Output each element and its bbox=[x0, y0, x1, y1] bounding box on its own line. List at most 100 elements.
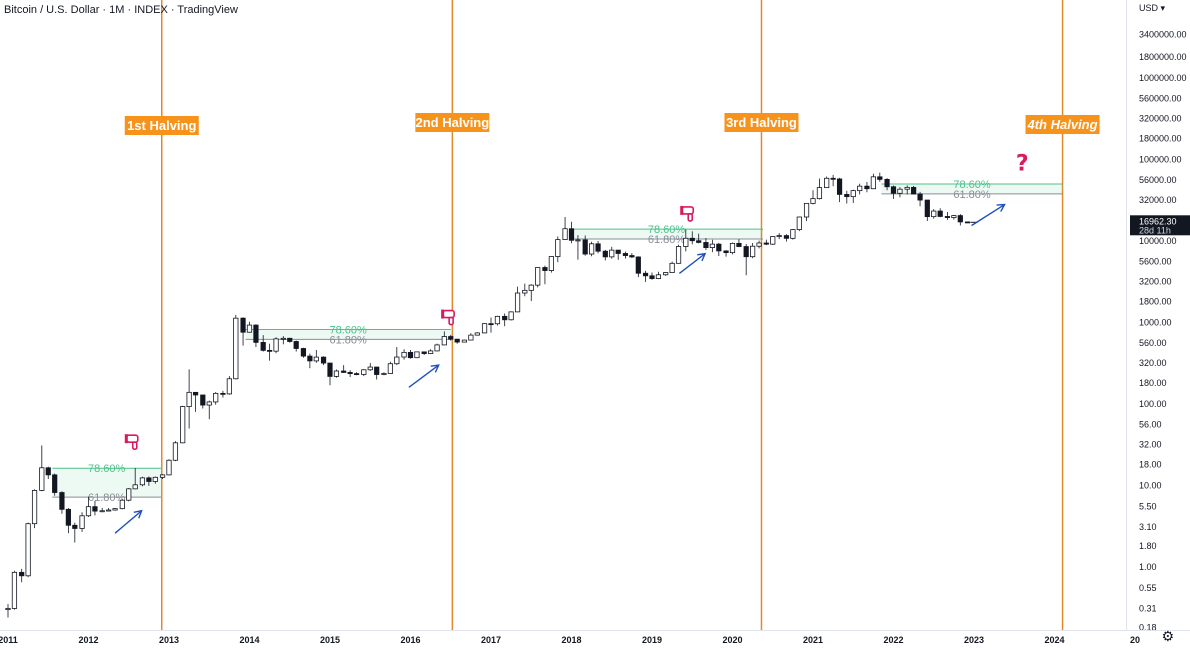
trend-arrow-head bbox=[996, 203, 1006, 212]
candle-up bbox=[79, 515, 85, 529]
candle-down bbox=[448, 336, 454, 340]
candle-down bbox=[743, 246, 749, 258]
hand-palm bbox=[442, 309, 455, 319]
halving-label: 2nd Halving bbox=[416, 115, 490, 130]
candle-down bbox=[924, 199, 930, 218]
price-tick-label: 5.50 bbox=[1139, 502, 1157, 512]
trend-arrow-head bbox=[697, 252, 707, 262]
trend-arrow bbox=[114, 510, 143, 534]
candle-down bbox=[917, 193, 923, 201]
hand-palm bbox=[681, 206, 695, 215]
candle-down bbox=[488, 323, 494, 326]
candle-up bbox=[206, 401, 212, 406]
currency-label[interactable]: USD ▾ bbox=[1139, 3, 1166, 13]
candle-down bbox=[502, 315, 508, 321]
candle-down bbox=[703, 242, 709, 248]
fib-786-label: 78.60% bbox=[329, 325, 367, 337]
candle-up bbox=[609, 249, 615, 258]
candle-up bbox=[655, 274, 662, 279]
candle-down bbox=[689, 237, 695, 242]
trend-arrow-head bbox=[430, 364, 440, 373]
candle-up bbox=[401, 351, 407, 358]
trend-arrow bbox=[971, 203, 1005, 227]
candle-down bbox=[964, 221, 971, 224]
candle-down bbox=[836, 178, 843, 195]
hand-palm bbox=[125, 434, 139, 443]
hand-cuff bbox=[680, 205, 684, 215]
candle-down bbox=[716, 243, 722, 252]
candle-down bbox=[635, 256, 641, 274]
candle-down bbox=[293, 341, 299, 349]
fib-618-label: 61.80% bbox=[648, 234, 686, 246]
price-tick-label: 180000.00 bbox=[1139, 134, 1182, 144]
candle-up bbox=[11, 571, 18, 609]
price-tick-label: 320000.00 bbox=[1139, 113, 1182, 123]
pink-hand-pointing-down-icon bbox=[441, 309, 455, 326]
candle-up bbox=[683, 237, 689, 247]
candle-up bbox=[675, 246, 682, 264]
candle-up bbox=[5, 608, 11, 611]
candle-up bbox=[31, 490, 38, 525]
candle-down bbox=[622, 253, 629, 256]
candle-up bbox=[233, 317, 239, 380]
candle-down bbox=[407, 351, 414, 359]
candle-down bbox=[307, 355, 313, 362]
candle-up bbox=[575, 239, 581, 242]
candle-up bbox=[139, 477, 146, 486]
fib-786-label: 78.60% bbox=[88, 463, 126, 475]
price-tick-label: 0.18 bbox=[1139, 623, 1157, 633]
halving-label-bg bbox=[124, 116, 199, 135]
candle-down bbox=[146, 477, 152, 482]
candle-down bbox=[200, 394, 206, 406]
candle-down bbox=[542, 267, 548, 271]
time-tick-label: 2020 bbox=[722, 635, 742, 645]
fib-618-label: 61.80% bbox=[953, 189, 991, 201]
candle-up bbox=[548, 256, 554, 271]
candle-down bbox=[582, 239, 588, 255]
candle-up bbox=[750, 245, 756, 258]
candle-down bbox=[192, 391, 199, 396]
candle-down bbox=[568, 228, 575, 241]
candle-down bbox=[890, 186, 897, 194]
candle-up bbox=[39, 467, 45, 491]
candle-down bbox=[59, 492, 65, 510]
time-tick-label: 2012 bbox=[78, 635, 98, 645]
candle-up bbox=[816, 187, 823, 200]
candle-up bbox=[824, 177, 830, 189]
candle-up bbox=[790, 229, 796, 239]
candle-up bbox=[857, 185, 863, 192]
candle-down bbox=[327, 362, 333, 377]
candle-down bbox=[52, 474, 58, 493]
candle-up bbox=[589, 243, 595, 255]
candle-up bbox=[669, 262, 675, 273]
current-price-badge bbox=[1130, 215, 1190, 236]
candle-up bbox=[870, 176, 876, 190]
candle-down bbox=[287, 337, 293, 342]
price-tick-label: 100.00 bbox=[1139, 399, 1167, 409]
halving-label-bg bbox=[415, 113, 490, 132]
fib-zone bbox=[881, 184, 1063, 194]
price-tick-label: 18.00 bbox=[1139, 460, 1162, 470]
candle-down bbox=[253, 324, 259, 343]
candle-down bbox=[353, 373, 360, 376]
candle-up bbox=[132, 484, 138, 490]
halving-label-bg bbox=[724, 113, 799, 132]
candle-up bbox=[555, 239, 561, 257]
pink-hand-pointing-down-icon bbox=[680, 205, 695, 222]
candle-down bbox=[884, 178, 890, 188]
price-tick-label: 56000.00 bbox=[1139, 175, 1177, 185]
fib-786-label: 78.60% bbox=[953, 179, 991, 191]
price-tick-label: 1.80 bbox=[1139, 541, 1157, 551]
candle-up bbox=[441, 336, 447, 346]
candle-up bbox=[461, 339, 468, 343]
candle-down bbox=[72, 524, 78, 529]
candle-up bbox=[481, 323, 488, 334]
candle-up bbox=[756, 242, 762, 247]
candle-up bbox=[367, 366, 373, 371]
chart-title: Bitcoin / U.S. Dollar · 1M · INDEX · Tra… bbox=[4, 4, 238, 16]
candle-up bbox=[434, 344, 440, 352]
price-tick-label: 32.00 bbox=[1139, 439, 1162, 449]
gear-icon[interactable]: ⚙ bbox=[1161, 629, 1174, 645]
